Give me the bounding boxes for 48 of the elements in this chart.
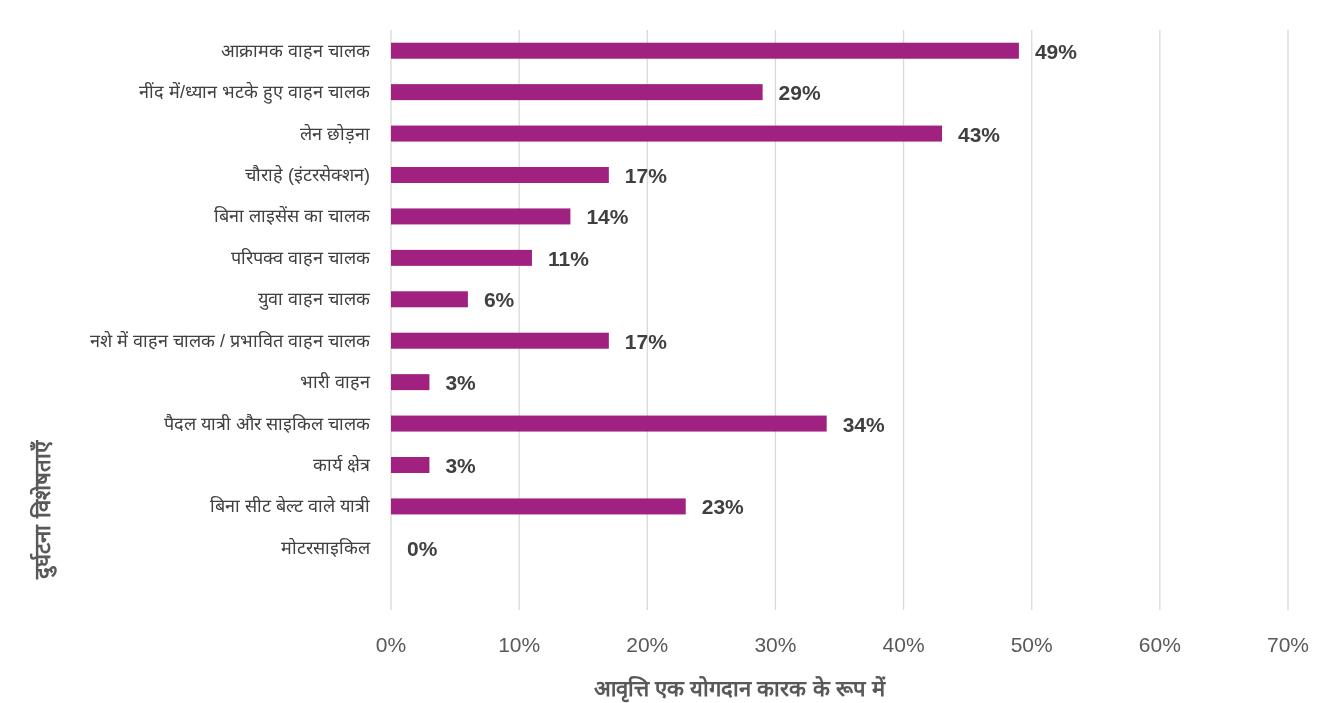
bar xyxy=(391,457,430,473)
y-tick-label: चौराहे (इंटरसेक्शन) xyxy=(245,164,370,185)
data-label: 11% xyxy=(547,246,590,270)
y-tick-label: नींद में/ध्यान भटके हुए वाहन चालक xyxy=(138,81,371,105)
data-label: 17% xyxy=(624,329,668,353)
x-tick-label: 50% xyxy=(1010,633,1053,656)
bar xyxy=(391,415,827,432)
y-tick-label: मोटरसाइकिल xyxy=(281,536,371,558)
x-tick-label: 10% xyxy=(498,633,541,656)
x-tick-label: 20% xyxy=(626,633,669,656)
data-label: 29% xyxy=(778,81,821,105)
y-tick-label: परिपक्व वाहन चालक xyxy=(230,246,371,268)
bar xyxy=(391,332,609,349)
bar xyxy=(391,84,763,101)
x-tick-label: 60% xyxy=(1138,633,1181,656)
data-label: 34% xyxy=(842,412,886,436)
y-tick-label: भारी वाहन xyxy=(299,371,371,393)
data-label: 49% xyxy=(1034,39,1078,63)
y-tick-label: लेन छोड़ना xyxy=(299,122,370,144)
bar xyxy=(391,125,943,142)
bar xyxy=(391,167,609,183)
bar xyxy=(391,291,468,308)
x-axis-title: आवृत्ति एक योगदान कारक के रूप में xyxy=(594,675,886,703)
data-label: 14% xyxy=(586,205,629,229)
y-axis-title: दुर्घटना विशेषताएँ xyxy=(29,440,57,580)
x-tick-label: 40% xyxy=(882,633,925,656)
x-tick-label: 0% xyxy=(375,633,407,656)
data-label: 43% xyxy=(958,122,1001,146)
x-tick-label: 30% xyxy=(754,633,797,656)
bar xyxy=(391,374,430,391)
y-tick-label: बिना सीट बेल्ट वाले यात्री xyxy=(209,495,370,517)
y-tick-label: युवा वाहन चालक xyxy=(257,289,371,311)
data-label: 6% xyxy=(483,288,515,312)
data-label: 3% xyxy=(445,371,477,395)
y-tick-label: पैदल यात्री और साइकिल चालक xyxy=(163,412,371,434)
bar xyxy=(391,208,571,225)
data-label: 17% xyxy=(624,164,668,187)
x-tick-label: 70% xyxy=(1266,633,1310,656)
y-tick-label: नशे में वाहन चालक / प्रभावित वाहन चालक xyxy=(89,329,371,351)
bar xyxy=(391,249,532,266)
y-tick-label: आक्रामक वाहन चालक xyxy=(220,40,371,61)
y-tick-label: कार्य क्षेत्र xyxy=(312,454,371,475)
y-tick-label: बिना लाइसेंस का चालक xyxy=(213,205,371,227)
bar xyxy=(391,42,1019,59)
bar xyxy=(391,498,686,515)
data-label: 3% xyxy=(445,454,477,477)
data-label: 0% xyxy=(407,536,438,560)
data-label: 23% xyxy=(701,495,745,519)
